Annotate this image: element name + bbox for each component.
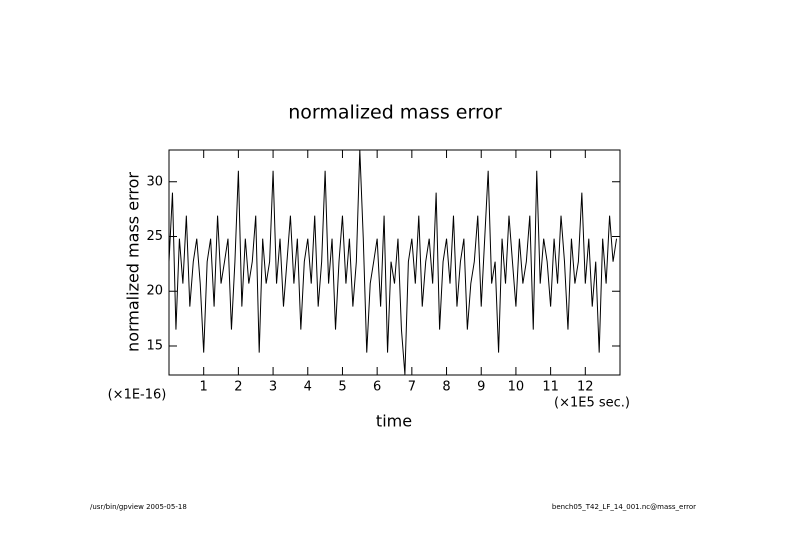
y-unit: (×1E-16) xyxy=(108,388,167,403)
x-unit: (×1E5 sec.) xyxy=(554,396,630,411)
x-tick-label: 5 xyxy=(338,380,346,395)
x-tick-label: 2 xyxy=(234,380,242,395)
footer-left: /usr/bin/gpview 2005-05-18 xyxy=(90,503,187,511)
y-tick-label: 25 xyxy=(146,229,163,244)
x-tick-label: 8 xyxy=(442,380,450,395)
x-tick-label: 10 xyxy=(508,380,525,395)
plot-frame xyxy=(168,149,621,376)
footer-right: bench05_T42_LF_14_001.nc@mass_error xyxy=(552,503,696,511)
data-line xyxy=(169,150,618,375)
x-tick-label: 7 xyxy=(408,380,416,395)
x-tick-label: 9 xyxy=(477,380,485,395)
chart-title: normalized mass error xyxy=(288,102,502,124)
x-tick-label: 1 xyxy=(200,380,208,395)
x-tick-label: 3 xyxy=(269,380,277,395)
x-axis-label: time xyxy=(376,412,412,431)
y-tick-label: 20 xyxy=(146,284,163,299)
x-tick-label: 11 xyxy=(542,380,559,395)
x-tick-label: 6 xyxy=(373,380,381,395)
y-tick-label: 30 xyxy=(146,174,163,189)
y-tick-label: 15 xyxy=(146,338,163,353)
y-axis-label: normalized mass error xyxy=(124,172,143,352)
x-tick-label: 4 xyxy=(304,380,312,395)
x-tick-label: 12 xyxy=(577,380,594,395)
